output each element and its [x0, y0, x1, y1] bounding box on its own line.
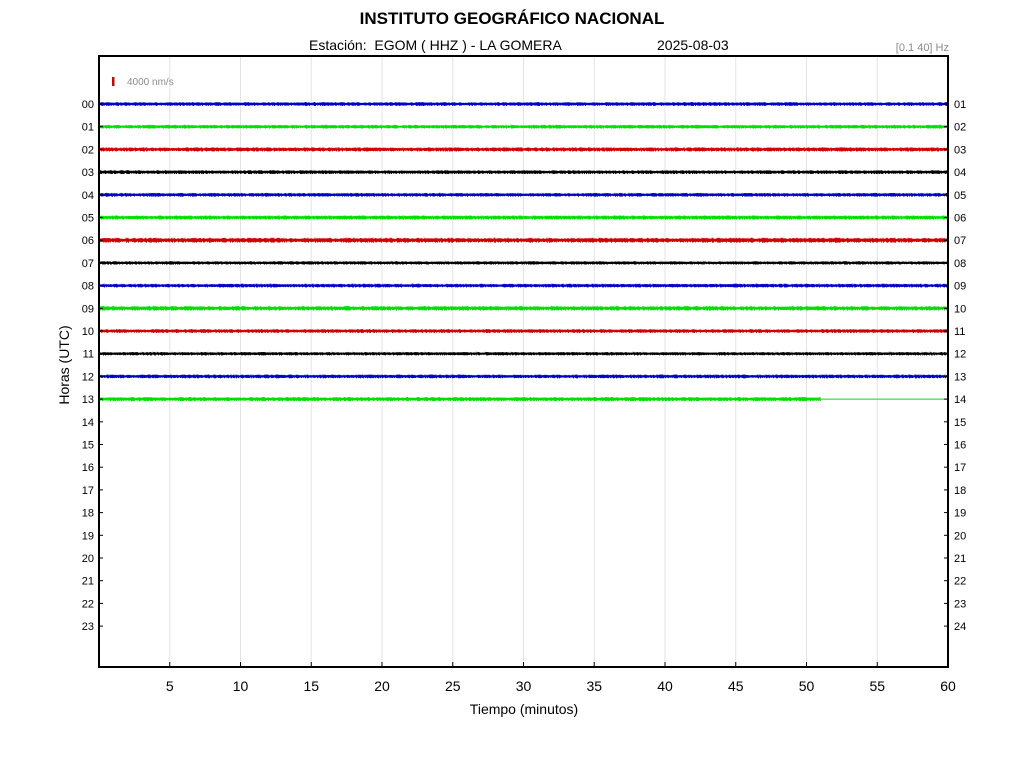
left-hour-label: 15: [82, 440, 94, 452]
chart-title: INSTITUTO GEOGRÁFICO NACIONAL: [359, 9, 665, 28]
right-hour-label: 10: [954, 303, 966, 315]
left-hour-label: 00: [82, 99, 94, 111]
trace-hour-12: [98, 374, 949, 379]
right-hour-label: 23: [954, 598, 966, 610]
trace-hour-05: [98, 215, 949, 220]
trace-hour-09: [98, 305, 949, 311]
right-hour-label: 09: [954, 281, 966, 293]
trace-hour-10: [98, 329, 949, 333]
trace-hour-03: [98, 170, 949, 175]
left-hour-label: 05: [82, 213, 94, 225]
left-hour-label: 11: [83, 349, 94, 361]
scale-bar-mark: [112, 77, 115, 86]
right-hour-label: 14: [954, 394, 966, 406]
left-hour-label: 01: [82, 122, 94, 134]
right-hour-label: 07: [954, 235, 966, 247]
trace-hour-02: [98, 147, 949, 152]
trace-hour-01: [98, 124, 949, 129]
x-tick-label: 30: [516, 678, 532, 694]
x-tick-label: 10: [233, 678, 249, 694]
left-hour-label: 17: [82, 485, 94, 497]
trace-hour-06: [98, 237, 949, 243]
right-hour-label: 16: [954, 440, 966, 452]
right-hour-label: 13: [954, 371, 966, 383]
left-hour-label: 19: [82, 530, 94, 542]
seismic-traces: [98, 102, 949, 402]
left-hour-label: 22: [82, 598, 94, 610]
date-label: 2025-08-03: [657, 37, 729, 53]
trace-hour-07: [98, 260, 949, 266]
right-hour-label: 12: [954, 349, 966, 361]
right-hour-label: 17: [954, 462, 966, 474]
x-tick-label: 15: [303, 678, 319, 694]
right-hour-label: 08: [954, 258, 966, 270]
x-axis-label: Tiempo (minutos): [470, 701, 578, 717]
right-hour-label: 15: [954, 417, 966, 429]
x-tick-label: 20: [374, 678, 390, 694]
left-hour-label: 14: [82, 417, 94, 429]
filter-band-label: [0.1 40] Hz: [895, 42, 949, 54]
right-hour-label: 06: [954, 213, 966, 225]
left-hour-label: 21: [82, 576, 94, 588]
right-hour-label: 22: [954, 576, 966, 588]
amplitude-scale-bar: 4000 nm/s: [112, 77, 174, 88]
trace-hour-04: [98, 192, 949, 197]
left-hour-ticks: 00 01 02 03 04 05 06 07 08 09 10 11 12 13 14 15 16 17 18 19…: [82, 99, 103, 633]
left-hour-label: 16: [82, 462, 94, 474]
left-hour-label: 07: [82, 258, 94, 270]
x-tick-label: 55: [869, 678, 885, 694]
x-tick-label: 35: [586, 678, 602, 694]
right-hour-ticks: 01 02 03 04 05 06 07 08 09 10 11 12 13 14 15 16 17 18 19 20…: [944, 99, 966, 633]
right-hour-label: 20: [954, 530, 966, 542]
right-hour-label: 11: [954, 326, 965, 338]
left-hour-label: 23: [82, 621, 94, 633]
trace-hour-11: [98, 351, 949, 357]
right-hour-label: 01: [954, 99, 966, 111]
left-hour-label: 13: [82, 394, 94, 406]
left-hour-label: 03: [82, 167, 94, 179]
left-hour-label: 08: [82, 281, 94, 293]
x-axis-ticks: 5 10 15 20 25 30 35 40 45 50 55 60: [166, 662, 956, 694]
left-hour-label: 04: [82, 190, 94, 202]
right-hour-label: 03: [954, 144, 966, 156]
right-hour-label: 04: [954, 167, 966, 179]
x-tick-label: 45: [728, 678, 744, 694]
left-hour-label: 06: [82, 235, 94, 247]
x-tick-label: 5: [166, 678, 174, 694]
left-hour-label: 09: [82, 303, 94, 315]
right-hour-label: 02: [954, 122, 966, 134]
scale-bar-label: 4000 nm/s: [127, 77, 174, 88]
right-hour-label: 05: [954, 190, 966, 202]
left-hour-label: 02: [82, 144, 94, 156]
y-axis-label: Horas (UTC): [56, 325, 72, 404]
grid-lines: [169, 56, 878, 667]
left-hour-label: 18: [82, 508, 94, 520]
left-hour-label: 20: [82, 553, 94, 565]
station-label: Estación: EGOM ( HHZ ) - LA GOMERA: [309, 37, 562, 53]
left-hour-label: 12: [82, 371, 94, 383]
right-hour-label: 19: [954, 508, 966, 520]
trace-hour-13: [98, 396, 821, 402]
left-hour-label: 10: [82, 326, 94, 338]
trace-hour-08: [98, 283, 949, 288]
x-tick-label: 50: [799, 678, 815, 694]
x-tick-label: 40: [657, 678, 673, 694]
right-hour-label: 21: [954, 553, 966, 565]
x-tick-label: 25: [445, 678, 461, 694]
right-hour-label: 24: [954, 621, 966, 633]
trace-hour-00: [98, 102, 949, 106]
x-tick-label: 60: [940, 678, 956, 694]
right-hour-label: 18: [954, 485, 966, 497]
